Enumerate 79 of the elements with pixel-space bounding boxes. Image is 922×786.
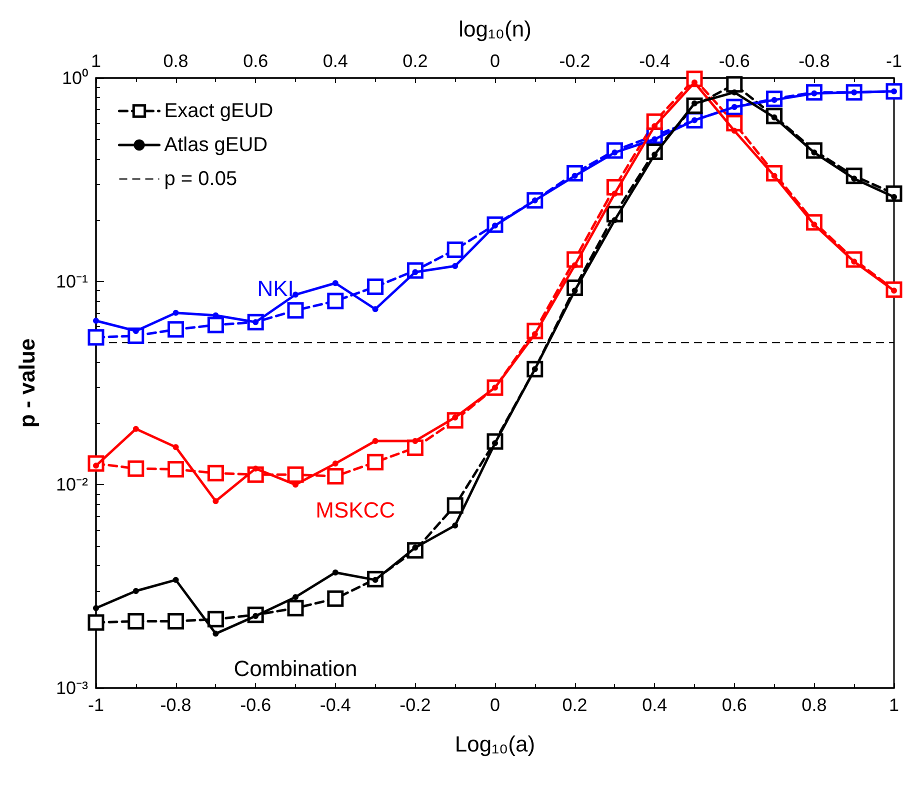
point [128,612,144,630]
annotation: NKI [257,276,294,302]
x2-tick-label: 1 [90,51,102,71]
x-axis-title: Log₁₀(a) [454,732,536,756]
point [93,318,99,324]
point [292,594,298,600]
x-tick-label: -0.6 [240,695,272,715]
y-tick-label: 10⁰ [62,68,88,88]
point [287,466,304,483]
point [327,468,344,484]
point [88,329,104,346]
point [332,280,338,286]
x-tick-label: 1 [888,695,900,715]
point [726,76,743,93]
point [88,614,104,631]
annotation: MSKCC [316,498,396,523]
x-tick-label: 0.4 [642,695,668,715]
legend-label: Exact gEUD [164,100,274,122]
x2-tick-label: -1 [886,51,902,71]
point [372,438,378,444]
point [731,128,738,134]
point [327,590,344,607]
legend-label: p = 0.05 [164,168,238,190]
y-tick-label: 10⁻¹ [56,271,88,292]
point [168,321,184,338]
point [332,460,338,467]
point [572,262,578,268]
point [412,438,418,444]
x-tick-label: 0.8 [802,695,827,715]
point [172,310,179,316]
point [212,498,219,504]
point [168,461,184,478]
y-tick-label: 10⁻³ [56,678,88,698]
point [172,576,179,583]
x2-tick-label: -0.6 [718,51,750,71]
point [287,302,304,319]
point [367,454,384,470]
point [207,610,224,628]
x2-tick-label: 0.2 [402,51,428,71]
x2-tick-label: -0.2 [559,51,590,71]
point [446,497,464,514]
x-tick-label: 0.2 [562,695,588,715]
point [332,569,338,576]
x-tick-label: -0.2 [400,695,431,715]
legend-label: Atlas gEUD [164,134,268,156]
point [292,292,298,298]
point [612,217,618,224]
point [367,278,384,296]
x2-axis-title: log₁₀(n) [458,16,532,42]
point [207,316,224,334]
y-tick-label: 10⁻² [56,474,88,495]
point [446,242,464,258]
point [128,460,144,477]
x2-tick-label: 0 [490,51,500,71]
point [168,612,184,630]
point [612,190,618,197]
x-tick-label: -0.4 [320,695,351,715]
point [207,464,224,482]
x-tick-label: 0 [490,695,500,715]
point [93,605,99,612]
x2-tick-label: 0.8 [163,51,188,71]
x2-tick-label: 0.6 [243,51,268,71]
point [172,444,179,450]
point [132,426,139,432]
point [132,588,139,594]
point [452,262,458,269]
x-tick-label: 0.6 [722,695,747,715]
y-axis-title: p - value [14,338,40,428]
x-tick-label: -1 [88,695,104,715]
point [372,306,378,312]
annotation: Combination [234,656,358,681]
point [452,522,458,528]
point [327,292,344,310]
point [212,630,219,637]
x2-tick-label: 0.4 [322,51,348,71]
x2-tick-label: -0.4 [639,51,670,71]
point [287,600,304,616]
x-tick-label: -0.8 [160,695,192,715]
x2-tick-label: -0.8 [798,51,830,71]
